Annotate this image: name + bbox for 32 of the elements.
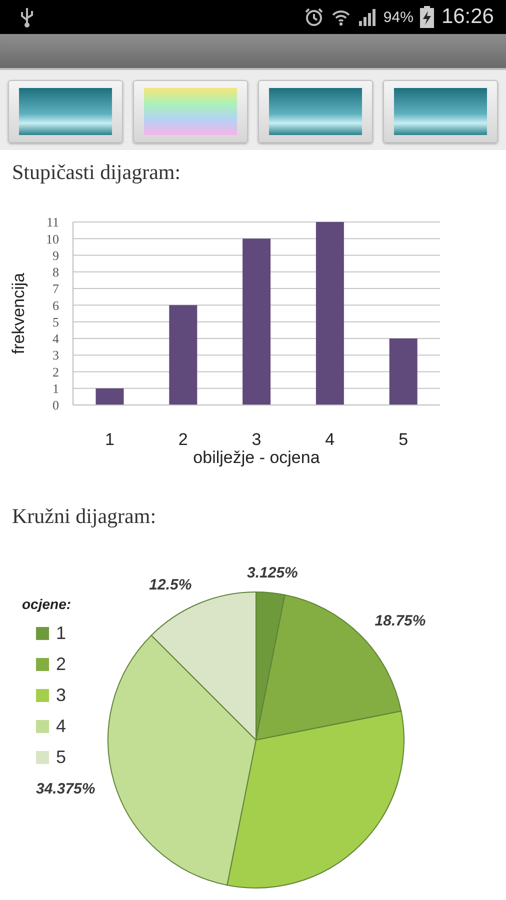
data-label: 3.125% [247, 564, 298, 582]
bar [389, 338, 418, 405]
y-tick-label: 4 [52, 331, 60, 346]
y-tick-label: 11 [46, 214, 59, 230]
y-tick-label: 9 [52, 248, 59, 263]
y-tick-label: 7 [52, 281, 60, 296]
y-axis-title: frekvencija [9, 272, 28, 354]
bar [96, 388, 124, 405]
chart-title: Kružni dijagram: [12, 504, 156, 529]
y-tick-label: 5 [52, 314, 59, 330]
y-tick-label: 0 [52, 398, 59, 413]
data-label: 12.5% [149, 576, 192, 594]
bar [242, 238, 271, 405]
x-tick-label: 5 [398, 430, 408, 450]
x-axis-title: obilježje - ocjena [193, 448, 320, 467]
bar [316, 222, 344, 405]
x-tick-label: 4 [325, 430, 335, 450]
y-tick-label: 2 [52, 364, 59, 380]
legend-title: ocjene: [22, 596, 72, 612]
y-tick-label: 3 [52, 348, 59, 363]
data-label: 18.75% [374, 612, 426, 630]
y-tick-label: 10 [46, 231, 59, 246]
y-tick-label: 8 [52, 264, 59, 280]
data-label: 34.375% [36, 780, 96, 798]
x-tick-label: 2 [178, 430, 188, 450]
y-tick-label: 1 [52, 380, 59, 396]
chart-title: Stupičasti dijagram: [12, 160, 181, 185]
y-tick-label: 6 [52, 298, 60, 313]
x-tick-label: 3 [252, 430, 262, 450]
status-bar: 94% 16:26 [0, 0, 506, 34]
bar [169, 305, 198, 405]
x-tick-label: 1 [104, 430, 114, 450]
